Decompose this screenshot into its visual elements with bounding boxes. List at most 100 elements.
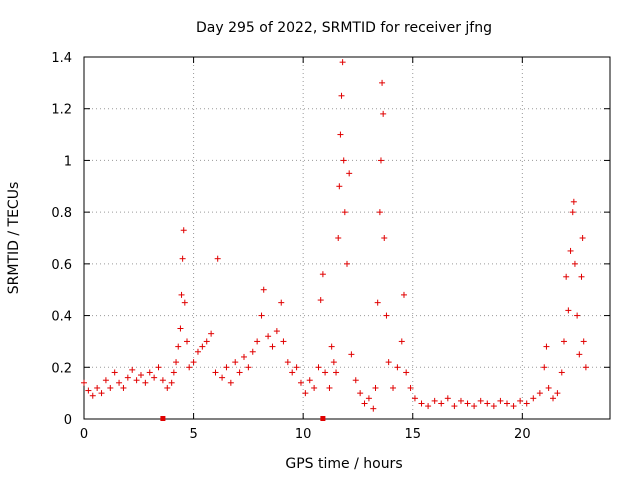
data-point [490,403,497,410]
data-point [477,397,484,404]
data-point [133,377,140,384]
data-point [302,390,309,397]
data-point [579,235,586,241]
data-point [543,343,550,350]
y-tick-label: 0 [64,413,72,428]
data-point [240,353,247,360]
data-point [558,369,565,376]
data-point [293,364,300,371]
data-point [330,359,337,366]
data-point [348,351,355,358]
y-tick-label: 0.6 [51,258,72,273]
data-point [315,364,322,371]
data-point [245,364,252,371]
data-point [471,403,478,410]
x-tick-labels: 0 5 10 15 20 [80,427,531,442]
data-point [289,369,296,376]
data-point [376,209,383,216]
data-point [571,260,578,267]
data-point [137,372,144,379]
data-point [159,377,166,384]
data-point [517,397,524,404]
data-point [372,384,379,391]
data-point [425,403,432,410]
data-point [328,343,335,350]
data-point [335,235,342,241]
data-point [523,400,530,407]
data-point [357,390,364,397]
data-point [111,369,118,376]
data-point [344,260,350,267]
x-tick-label: 10 [295,427,312,442]
data-point [510,403,517,410]
data-point [570,198,577,205]
data-point [576,351,583,358]
data-point [173,359,180,366]
data-point [565,307,572,314]
data-point [184,338,191,345]
data-point [208,330,215,337]
data-point [151,374,158,381]
data-point [337,131,344,138]
data-point [545,384,552,391]
data-point [168,379,175,386]
data-point [142,379,149,386]
data-point [317,297,324,304]
data-point [550,395,557,402]
y-tick-label: 1.2 [51,103,72,118]
data-point [249,348,256,355]
data-point [418,400,425,407]
data-point [186,364,193,371]
data-point [380,110,387,117]
data-point [181,299,188,306]
data-point [278,299,285,306]
x-axis-label: GPS time / hours [285,456,402,472]
data-point [232,359,239,366]
data-point [407,384,414,391]
data-point [98,390,105,397]
data-point [394,364,401,371]
data-point [563,273,570,280]
data-point [199,343,206,350]
data-point [260,286,267,293]
data-point [497,397,504,404]
data-point [338,92,345,99]
data-point [194,348,201,355]
data-point [385,359,392,366]
data-point [336,183,343,190]
data-point [89,392,96,399]
data-point [464,400,471,407]
data-point [438,400,445,407]
data-point [411,395,418,402]
data-point [484,400,491,407]
data-point [333,369,340,376]
data-point [374,299,381,306]
data-point [269,343,276,350]
data-point [541,364,548,371]
data-point [124,374,131,381]
chart-title: Day 295 of 2022, SRMTID for receiver jfn… [196,20,492,36]
data-point [554,390,561,397]
data-point [273,328,280,335]
data-point [146,369,153,376]
data-point [580,338,587,345]
data-point [107,384,114,391]
data-point [306,377,313,384]
axis-marker [160,416,166,421]
data-point [297,379,304,386]
data-point [177,325,184,332]
data-point [280,338,287,345]
data-point [311,384,318,391]
data-point [379,79,386,86]
data-point [365,395,372,402]
data-point [377,157,384,164]
data-point [81,379,87,386]
data-point [390,384,397,391]
data-point [219,374,226,381]
data-point [223,364,230,371]
data-point [319,271,326,278]
plot-frame [83,56,611,420]
data-point [212,369,219,376]
data-point [400,291,407,298]
y-tick-labels: 0 0.2 0.4 0.6 0.8 1 1.2 1.4 [51,51,72,428]
